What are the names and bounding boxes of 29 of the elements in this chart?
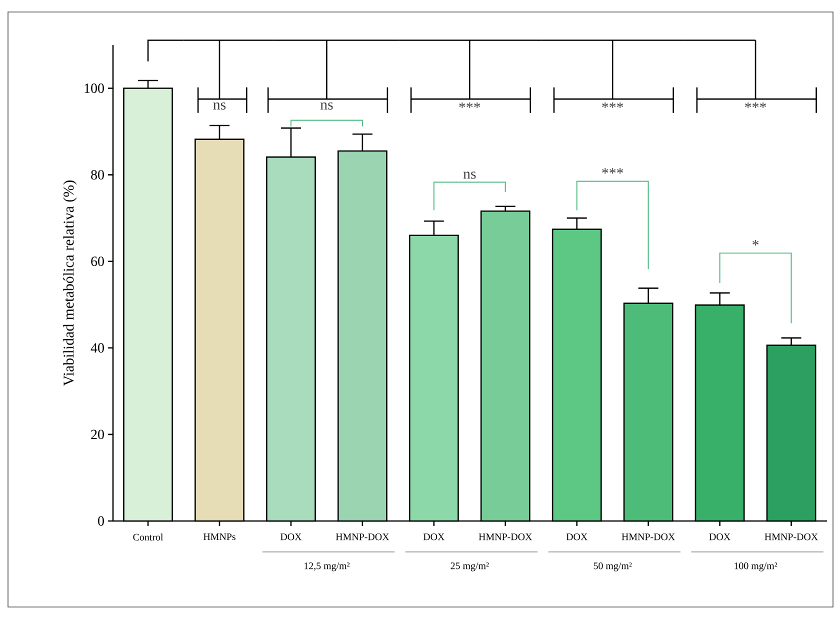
y-tick-label: 80 — [91, 170, 104, 180]
y-tick-label: 20 — [91, 430, 104, 440]
y-tick-label: 100 — [84, 84, 104, 93]
x-tick-label: HMNP-DOX — [622, 534, 675, 540]
annotation: *** — [745, 102, 766, 108]
y-axis-title: Viabilidad metabólica relativa (%) — [63, 180, 77, 386]
x-tick-label: HMNPs — [203, 533, 236, 540]
x-tick-label: HMNP-DOX — [478, 534, 532, 540]
x-tick-label: DOX — [280, 534, 302, 540]
text: 50 mg/m² — [594, 562, 632, 572]
annotation: *** — [602, 168, 624, 174]
x-tick-label: DOX — [709, 534, 730, 540]
annotation: *** — [459, 102, 480, 108]
annotation: ns — [213, 102, 226, 110]
text: 25 mg/m² — [450, 562, 489, 572]
annotation: ns — [320, 102, 333, 110]
text: 12,5 mg/m² — [304, 562, 350, 572]
y-tick-label: 0 — [98, 516, 104, 526]
y-tick-label: 60 — [91, 256, 104, 266]
annotation: ns — [463, 172, 476, 179]
x-tick-label: Control — [133, 533, 164, 541]
y-tick-label: 40 — [90, 343, 104, 353]
annotation: *** — [602, 102, 624, 108]
x-tick-label: DOX — [423, 534, 445, 540]
x-tick-label: HMNP-DOX — [764, 534, 818, 540]
text: 100 mg/m² — [734, 562, 778, 572]
x-tick-label: DOX — [566, 534, 588, 540]
annotation: * — [752, 240, 759, 246]
x-tick-label: HMNP-DOX — [336, 534, 390, 540]
